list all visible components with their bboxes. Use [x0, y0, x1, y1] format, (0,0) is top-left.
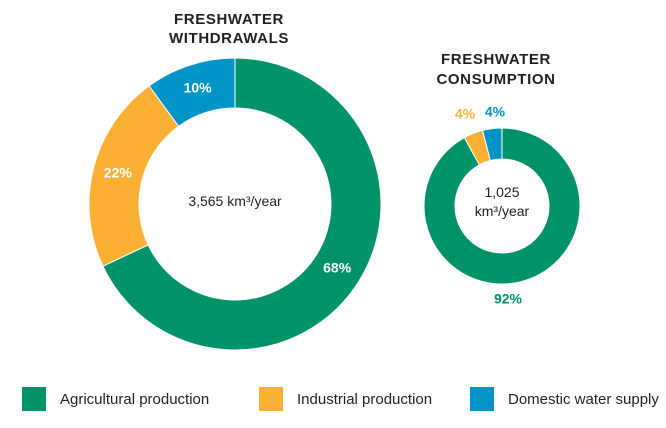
- withdrawals-label-industrial: 22%: [104, 165, 133, 181]
- legend-label-agricultural: Agricultural production: [60, 390, 210, 408]
- consumption-label-domestic: 4%: [485, 104, 506, 120]
- withdrawals-slice-domestic: [148, 57, 236, 128]
- consumption-slice-agricultural: [423, 127, 581, 285]
- withdrawals-title-line-1: FRESHWATER: [174, 11, 284, 28]
- withdrawals-slice-agricultural: [102, 57, 382, 351]
- legend-label-domestic: Domestic water supply: [508, 390, 659, 408]
- withdrawals-label-domestic: 10%: [184, 80, 213, 96]
- legend: Agricultural production Industrial produ…: [0, 380, 666, 416]
- withdrawals-label-agricultural: 68%: [323, 260, 352, 276]
- consumption-total-line-1: 1,025: [484, 184, 519, 200]
- consumption-title-line-2: CONSUMPTION: [436, 71, 555, 88]
- legend-swatch-domestic: [470, 387, 494, 411]
- consumption-donut-chart: 92% 4% 4% FRESHWATER CONSUMPTION 1,025 km³/yea…: [423, 51, 581, 307]
- legend-swatch-agricultural: [22, 387, 46, 411]
- consumption-label-agricultural: 92%: [494, 291, 523, 307]
- legend-swatch-industrial: [259, 387, 283, 411]
- legend-item-agricultural: Agricultural production: [22, 386, 209, 412]
- legend-item-industrial: Industrial production: [259, 386, 432, 412]
- consumption-slice-domestic: [481, 127, 503, 162]
- withdrawals-title-line-2: WITHDRAWALS: [169, 30, 289, 47]
- legend-label-industrial: Industrial production: [297, 390, 433, 408]
- withdrawals-donut-chart: 68% 22% 10% FRESHWATER WITHDRAWALS 3,565 km³/…: [88, 11, 382, 351]
- consumption-title-line-1: FRESHWATER: [441, 51, 551, 68]
- consumption-total-line-2: km³/year: [475, 203, 530, 219]
- legend-item-domestic: Domestic water supply: [470, 386, 659, 412]
- withdrawals-slice-industrial: [88, 85, 180, 267]
- consumption-label-industrial: 4%: [455, 106, 476, 122]
- withdrawals-total-line-1: 3,565 km³/year: [188, 193, 282, 209]
